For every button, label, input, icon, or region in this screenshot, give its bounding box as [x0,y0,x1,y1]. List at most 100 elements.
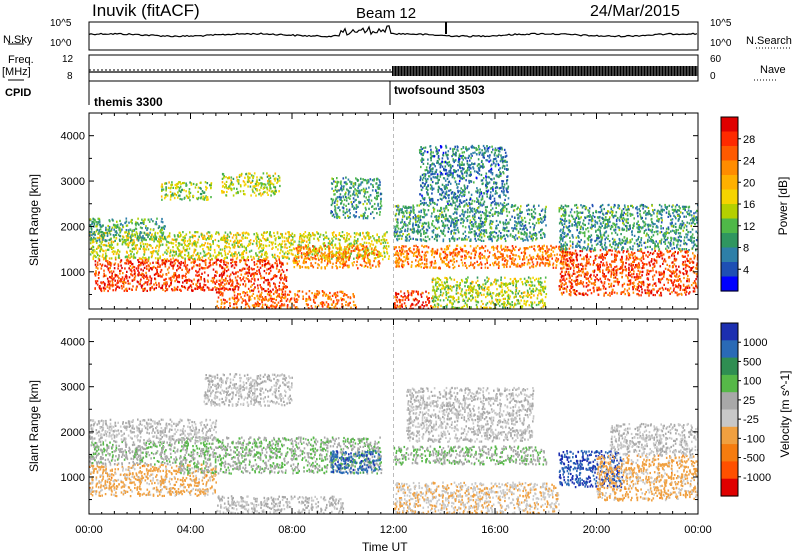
heatmap-cell [353,304,355,307]
heatmap-cell [254,286,256,289]
heatmap-cell [177,234,179,237]
heatmap-cell [191,242,194,245]
heatmap-cell [472,249,474,252]
heatmap-cell [98,238,101,241]
heatmap-cell [539,255,541,258]
heatmap-cell [469,219,472,222]
heatmap-cell [422,223,425,226]
heatmap-cell [228,177,231,180]
heatmap-cell [301,256,303,259]
heatmap-cell [108,227,111,230]
heatmap-cell [261,182,263,185]
heatmap-cell [532,205,535,208]
heatmap-cell [303,252,305,255]
heatmap-cell [368,186,370,189]
heatmap-cell [461,217,464,221]
heatmap-cell [203,289,205,292]
heatmap-cell [277,270,280,273]
heatmap-cell [207,266,209,269]
heatmap-cell [281,268,284,271]
heatmap-cell [166,288,169,291]
heatmap-cell [498,264,500,268]
heatmap-cell [436,250,439,253]
heatmap-cell [494,236,496,239]
heatmap-cell [418,258,421,261]
heatmap-cell [382,258,384,261]
heatmap-cell [179,254,181,257]
heatmap-cell [147,260,150,263]
heatmap-cell [395,218,397,221]
heatmap-cell [146,258,148,261]
heatmap-cell [410,228,413,231]
heatmap-cell [129,241,132,244]
heatmap-cell [535,233,538,236]
heatmap-cell [172,265,174,268]
heatmap-cell [333,292,336,296]
heatmap-cell [155,283,158,287]
heatmap-cell [444,207,447,210]
heatmap-cell [261,253,264,256]
heatmap-cell [527,212,529,216]
heatmap-cell [89,238,92,241]
heatmap-cell [427,209,430,212]
heatmap-cell [258,304,260,307]
heatmap-cell [527,203,530,206]
heatmap-cell [325,235,328,238]
heatmap-cell [278,285,280,288]
heatmap-cell [312,298,315,302]
heatmap-cell [476,260,478,263]
heatmap-cell [427,246,430,249]
heatmap-cell [269,292,271,295]
heatmap-cell [285,276,287,279]
heatmap-cell [132,285,134,288]
heatmap-cell [345,199,348,202]
heatmap-cell [238,245,241,249]
heatmap-cell [373,253,376,256]
heatmap-cell [339,193,342,196]
heatmap-cell [338,247,341,250]
heatmap-cell [524,220,527,223]
heatmap-cell [266,237,269,240]
heatmap-cell [378,262,381,265]
heatmap-cell [393,246,396,249]
heatmap-cell [159,270,162,274]
heatmap-cell [146,281,149,284]
heatmap-cell [268,306,270,309]
heatmap-cell [119,235,122,238]
heatmap-cell [348,208,351,211]
heatmap-cell [453,248,455,252]
heatmap-cell [316,266,319,269]
heatmap-cell [449,215,452,218]
heatmap-cell [347,178,350,181]
heatmap-cell [404,206,406,209]
heatmap-cell [155,223,158,226]
heatmap-cell [335,212,338,215]
heatmap-cell [362,212,365,216]
heatmap-cell [476,244,479,248]
cpid-segment-2: twofsound 3503 [394,83,485,97]
heatmap-cell [364,178,366,182]
heatmap-cell [378,187,381,190]
heatmap-cell [149,251,152,254]
heatmap-cell [503,265,505,269]
heatmap-cell [565,252,567,255]
heatmap-cell [330,212,332,215]
heatmap-cell [93,249,96,252]
heatmap-cell [380,204,383,207]
heatmap-cell [92,240,95,243]
heatmap-cell [158,225,161,228]
heatmap-cell [241,232,244,235]
heatmap-cell [531,245,533,248]
heatmap-cell [362,178,364,181]
heatmap-cell [374,257,377,260]
heatmap-cell [289,306,292,309]
heatmap-cell [249,242,252,245]
heatmap-cell [223,249,226,252]
heatmap-cell [180,251,183,254]
heatmap-cell [268,294,271,297]
heatmap-cell [368,232,370,235]
heatmap-cell [114,262,117,265]
heatmap-cell [393,232,396,235]
heatmap-cell [132,265,135,268]
heatmap-cell [482,247,485,250]
